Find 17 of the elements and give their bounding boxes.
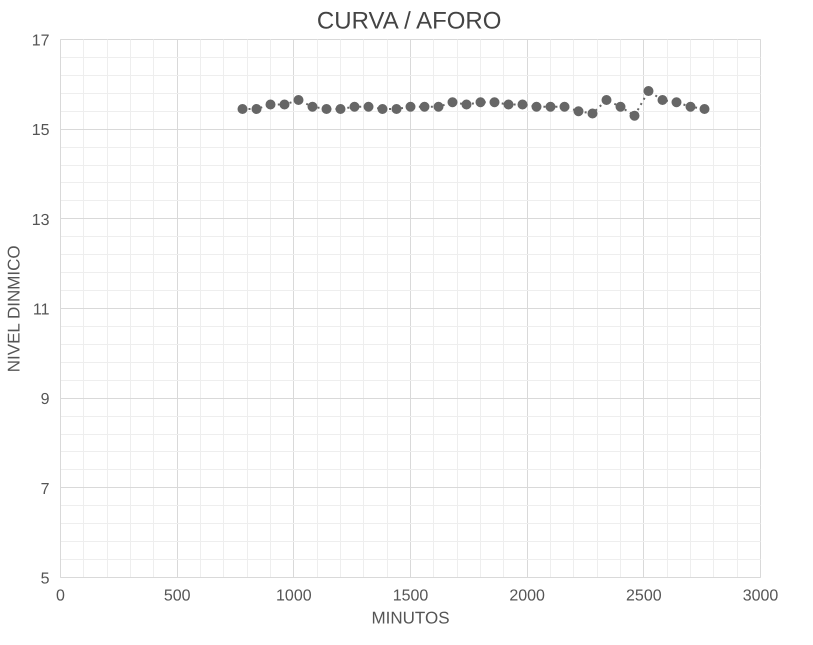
- x-axis-title: MINUTOS: [371, 608, 450, 628]
- y-tick-label: 11: [32, 302, 50, 318]
- y-tick-label: 9: [40, 391, 50, 408]
- x-tick-label: 0: [56, 588, 66, 604]
- y-tick-label: 15: [32, 122, 50, 140]
- x-tick-label: 3000: [742, 588, 778, 604]
- y-tick-label: 7: [40, 480, 50, 498]
- y-axis-title: NIVEL DINMICO: [4, 245, 24, 372]
- x-tick-label: 500: [164, 588, 191, 604]
- y-tick-label: 5: [40, 570, 50, 588]
- y-tick-label: 13: [32, 212, 50, 229]
- chart-title: CURVA / AFORO: [316, 8, 502, 34]
- y-tick-label: 17: [32, 32, 50, 50]
- x-tick-label: 2500: [626, 588, 662, 604]
- x-tick-label: 2000: [509, 588, 546, 604]
- x-tick-label: 1500: [392, 588, 428, 604]
- x-tick-label: 1000: [276, 588, 312, 604]
